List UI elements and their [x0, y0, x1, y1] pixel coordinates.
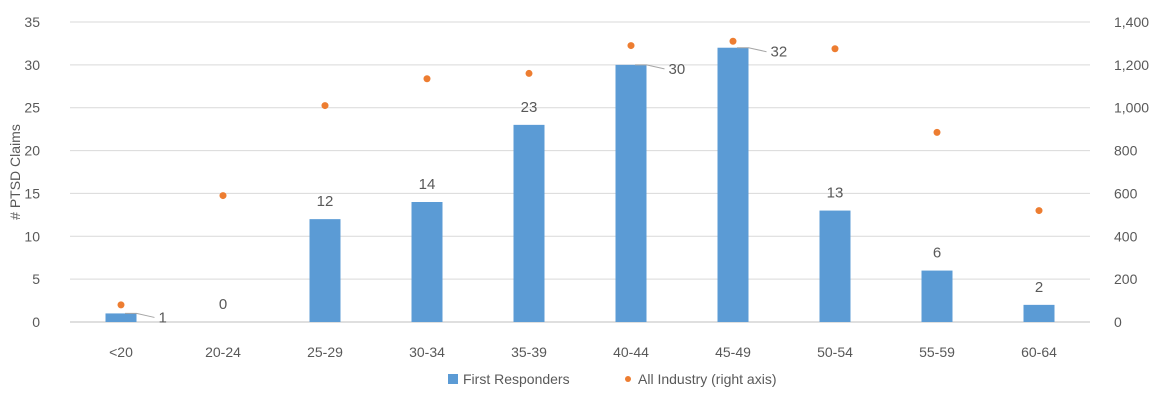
y2-tick-label: 1,200	[1114, 57, 1149, 73]
y-tick-label: 15	[24, 185, 40, 201]
leader-line	[125, 312, 155, 318]
y-tick-label: 25	[24, 100, 40, 116]
x-tick-label: 60-64	[1021, 344, 1057, 360]
scatter-point	[321, 102, 329, 110]
scatter-point	[933, 128, 941, 136]
bar	[615, 64, 647, 322]
y-axis-title: # PTSD Claims	[7, 124, 23, 220]
x-tick-label: 25-29	[307, 344, 343, 360]
x-tick-label: 55-59	[919, 344, 955, 360]
legend: First Responders All Industry (right axis…	[448, 371, 776, 387]
y2-tick-label: 800	[1114, 143, 1138, 159]
bar-data-label: 23	[521, 99, 538, 116]
y2-tick-label: 400	[1114, 228, 1138, 244]
scatter-point	[525, 69, 533, 77]
x-tick-label: 30-34	[409, 344, 445, 360]
x-tick-label: 20-24	[205, 344, 241, 360]
x-tick-label: <20	[109, 344, 133, 360]
legend-swatch-point	[625, 376, 631, 382]
scatter-point	[1035, 207, 1043, 215]
bar-data-label: 32	[771, 44, 788, 61]
scatter-point	[423, 75, 431, 83]
bar-data-label: 13	[827, 185, 844, 202]
bar	[819, 210, 851, 322]
gridlines	[70, 21, 1090, 323]
y-tick-label: 20	[24, 143, 40, 159]
scatter-point	[117, 301, 125, 309]
y2-tick-label: 200	[1114, 271, 1138, 287]
leader-lines	[125, 47, 767, 318]
y2-tick-label: 600	[1114, 185, 1138, 201]
scatter-point	[729, 37, 737, 45]
y2-tick-label: 1,400	[1114, 14, 1149, 30]
y2-tick-label: 0	[1114, 314, 1122, 330]
legend-label: First Responders	[463, 371, 570, 387]
bar	[717, 47, 749, 322]
bar-data-label: 0	[219, 296, 227, 313]
bar-data-label: 6	[933, 245, 941, 262]
bar	[411, 202, 443, 322]
bar-series	[105, 47, 1055, 322]
bar	[105, 313, 137, 322]
axes: 0510152025303502004006008001,0001,2001,4…	[7, 14, 1149, 360]
scatter-point	[831, 45, 839, 53]
y-tick-label: 10	[24, 228, 40, 244]
y-tick-label: 0	[32, 314, 40, 330]
scatter-series	[117, 37, 1043, 309]
y-tick-label: 35	[24, 14, 40, 30]
x-tick-label: 50-54	[817, 344, 853, 360]
bar-data-label: 12	[317, 193, 334, 210]
legend-label: All Industry (right axis)	[638, 371, 776, 387]
bar	[309, 219, 341, 322]
bar	[921, 270, 953, 322]
y-tick-label: 30	[24, 57, 40, 73]
scatter-point	[219, 192, 227, 200]
leader-line	[635, 64, 665, 70]
y2-tick-label: 1,000	[1114, 100, 1149, 116]
x-tick-label: 35-39	[511, 344, 547, 360]
leader-line	[737, 47, 767, 53]
scatter-point	[627, 42, 635, 50]
bar-data-label: 2	[1035, 279, 1043, 296]
y-tick-label: 5	[32, 271, 40, 287]
bar	[1023, 304, 1055, 322]
bar	[513, 124, 545, 322]
bar-data-label: 30	[669, 61, 686, 78]
legend-swatch-bar	[448, 374, 458, 384]
x-tick-label: 40-44	[613, 344, 649, 360]
x-tick-label: 45-49	[715, 344, 751, 360]
bar-data-label: 1	[159, 309, 167, 326]
bar-data-label: 14	[419, 176, 436, 193]
